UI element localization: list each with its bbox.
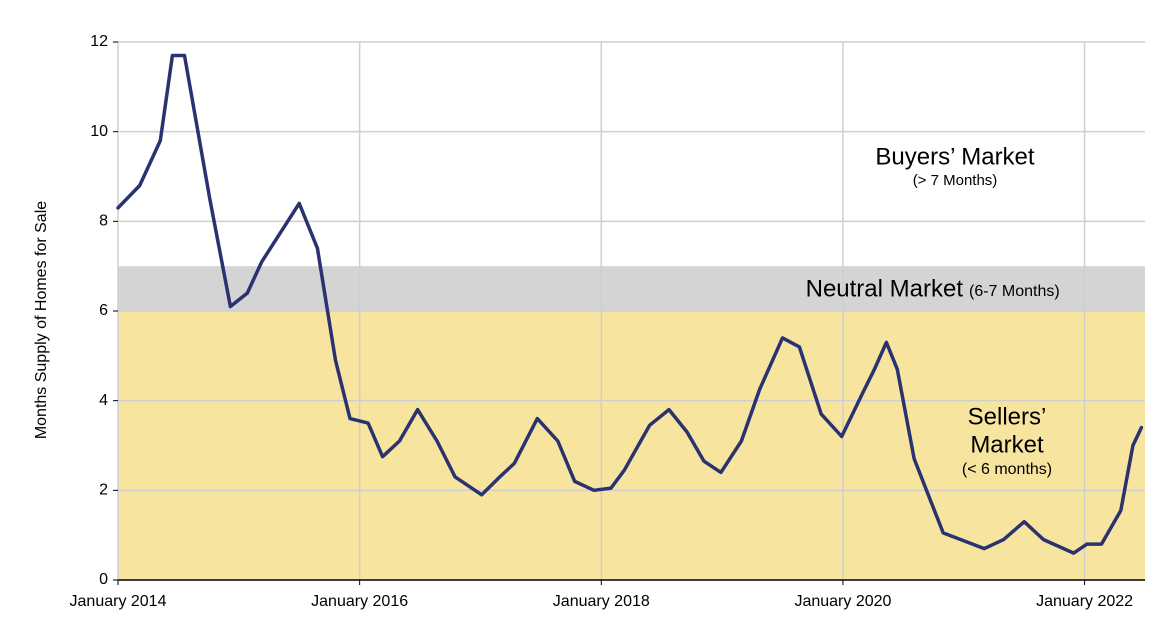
annotation-sublabel: (> 7 Months) <box>913 172 998 189</box>
y-tick-label: 10 <box>90 123 108 140</box>
band-label: Neutral Market <box>806 275 964 302</box>
data-line <box>116 53 1144 555</box>
x-tick-label: January 2014 <box>70 593 167 610</box>
y-tick-label: 8 <box>99 213 108 230</box>
y-tick-label: 0 <box>99 571 108 588</box>
x-tick-label: January 2018 <box>553 593 650 610</box>
annotation-label: Buyers’ Market <box>875 143 1034 170</box>
x-tick-label: January 2022 <box>1036 593 1133 610</box>
y-tick-label: 6 <box>99 302 108 319</box>
x-tick-label: January 2016 <box>311 593 408 610</box>
market-band <box>118 311 1145 580</box>
band-label: Market <box>970 431 1044 458</box>
y-tick-label: 4 <box>99 392 108 409</box>
band-label: Sellers’ <box>968 403 1047 430</box>
market-band <box>118 266 1145 311</box>
band-sublabel: (< 6 months) <box>962 461 1052 478</box>
y-tick-label: 12 <box>90 33 108 50</box>
x-tick-label: January 2020 <box>794 593 891 610</box>
band-sublabel: (6-7 Months) <box>969 283 1060 300</box>
y-tick-label: 2 <box>99 482 108 499</box>
y-axis-label: Months Supply of Homes for Sale <box>33 201 50 439</box>
